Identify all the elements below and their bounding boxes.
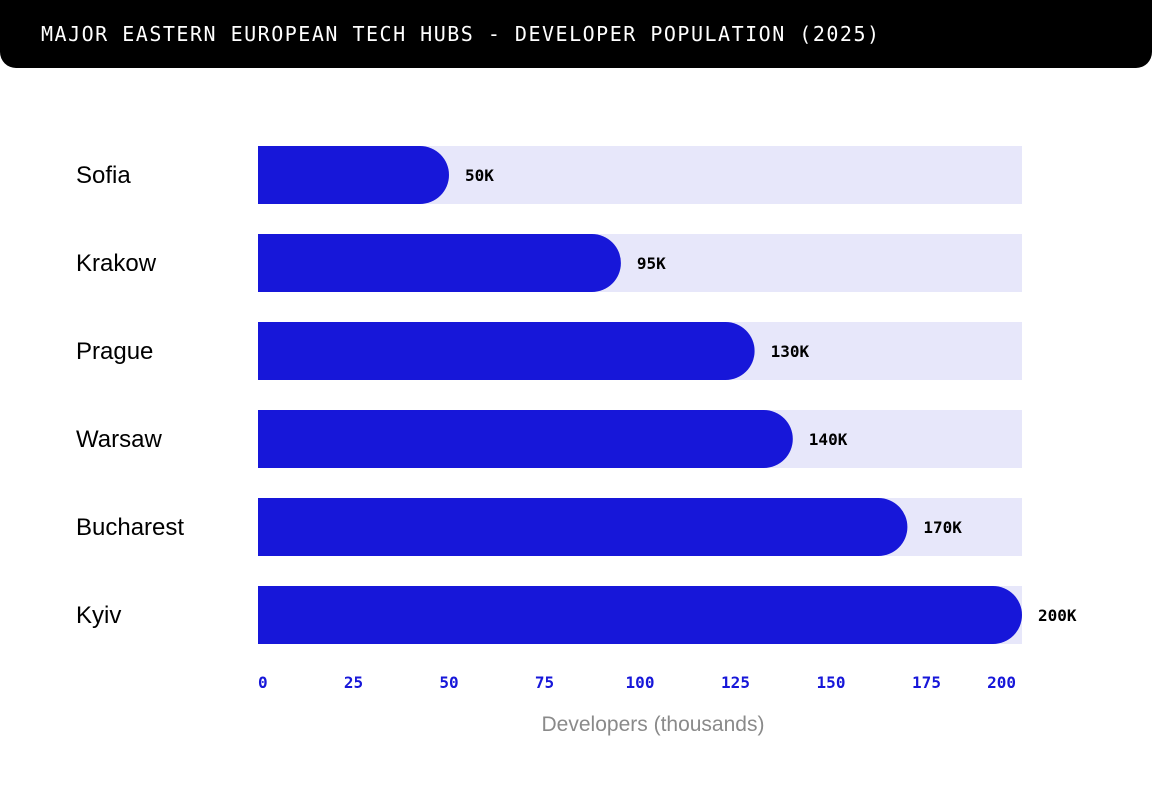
bar-krakow <box>258 234 621 292</box>
x-tick-label: 175 <box>912 673 941 692</box>
category-label-krakow: Krakow <box>76 250 157 277</box>
chart-title: MAJOR EASTERN EUROPEAN TECH HUBS - DEVEL… <box>41 22 881 46</box>
category-label-bucharest: Bucharest <box>76 514 184 541</box>
x-tick-label: 200 <box>987 673 1016 692</box>
category-label-sofia: Sofia <box>76 162 131 189</box>
value-label-sofia: 50K <box>465 166 494 185</box>
x-tick-label: 100 <box>626 673 655 692</box>
bar-kyiv <box>258 586 1022 644</box>
value-label-kyiv: 200K <box>1038 606 1077 625</box>
x-tick-label: 125 <box>721 673 750 692</box>
x-axis-title: Developers (thousands) <box>542 713 765 736</box>
x-tick-label: 50 <box>439 673 458 692</box>
category-labels: Sofia Krakow Prague Warsaw Bucharest Kyiv <box>76 162 184 629</box>
bar-sofia <box>258 146 449 204</box>
category-label-prague: Prague <box>76 338 153 365</box>
x-tick-label: 150 <box>817 673 846 692</box>
x-tick-label: 0 <box>258 673 268 692</box>
bars <box>258 146 1022 644</box>
category-label-kyiv: Kyiv <box>76 602 121 629</box>
value-label-warsaw: 140K <box>809 430 848 449</box>
bar-warsaw <box>258 410 793 468</box>
x-axis-ticks: 0 25 50 75 100 125 150 175 200 <box>258 673 1016 692</box>
value-labels: 50K 95K 130K 140K 170K 200K <box>465 166 1077 625</box>
x-tick-label: 75 <box>535 673 554 692</box>
value-label-bucharest: 170K <box>923 518 962 537</box>
category-label-warsaw: Warsaw <box>76 426 162 453</box>
bar-prague <box>258 322 755 380</box>
value-label-krakow: 95K <box>637 254 666 273</box>
bar-bucharest <box>258 498 908 556</box>
bar-tracks <box>258 146 1022 644</box>
value-label-prague: 130K <box>771 342 810 361</box>
title-bar: MAJOR EASTERN EUROPEAN TECH HUBS - DEVEL… <box>0 0 1152 68</box>
x-tick-label: 25 <box>344 673 363 692</box>
